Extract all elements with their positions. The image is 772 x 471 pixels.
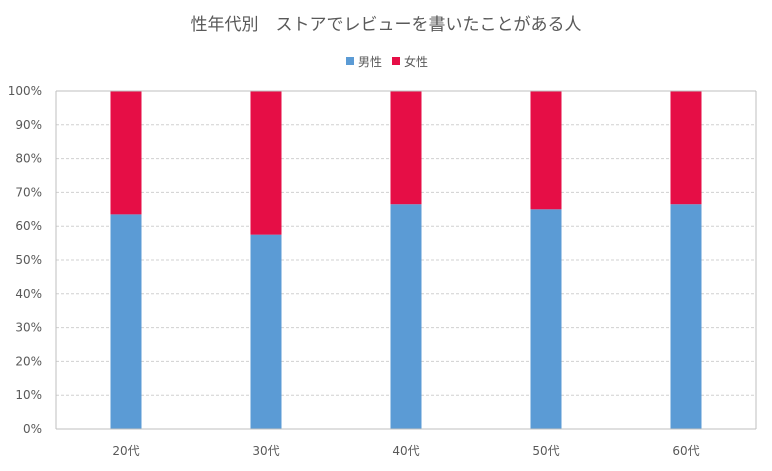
bar-female	[110, 91, 142, 215]
chart-title: 性年代別 ストアでレビューを書いたことがある人	[191, 15, 582, 35]
bar-female	[670, 91, 702, 205]
bar-male	[250, 234, 282, 429]
x-tick-label: 60代	[672, 444, 699, 458]
bar-male	[110, 214, 142, 429]
bar-male	[530, 209, 562, 429]
y-tick-labels: 0% 10% 20% 30% 40% 50% 60% 70% 80% 90% 100%	[8, 84, 42, 436]
bar-male	[670, 204, 702, 429]
y-tick-label: 80%	[15, 152, 42, 166]
bar-female	[390, 91, 422, 205]
bar-female	[530, 91, 562, 210]
y-tick-label: 50%	[15, 253, 42, 267]
legend-swatch-male	[346, 57, 354, 65]
y-tick-label: 90%	[15, 118, 42, 132]
x-tick-labels: 20代 30代 40代 50代 60代	[112, 444, 699, 458]
y-tick-label: 40%	[15, 287, 42, 301]
axes	[55, 90, 757, 430]
x-tick-label: 50代	[532, 444, 559, 458]
y-tick-label: 30%	[15, 321, 42, 335]
legend-label-female: 女性	[404, 54, 428, 69]
bar-female	[250, 91, 282, 235]
y-tick-label: 100%	[8, 84, 42, 98]
legend: 男性 女性	[346, 54, 428, 69]
bars	[110, 91, 702, 429]
x-tick-label: 20代	[112, 444, 139, 458]
x-tick-label: 30代	[252, 444, 279, 458]
bar-male	[390, 204, 422, 429]
y-tick-label: 70%	[15, 185, 42, 199]
y-tick-label: 20%	[15, 354, 42, 368]
y-tick-label: 60%	[15, 219, 42, 233]
legend-swatch-female	[392, 57, 400, 65]
y-tick-label: 10%	[15, 388, 42, 402]
x-tick-label: 40代	[392, 444, 419, 458]
legend-label-male: 男性	[358, 55, 382, 69]
y-tick-label: 0%	[23, 422, 42, 436]
